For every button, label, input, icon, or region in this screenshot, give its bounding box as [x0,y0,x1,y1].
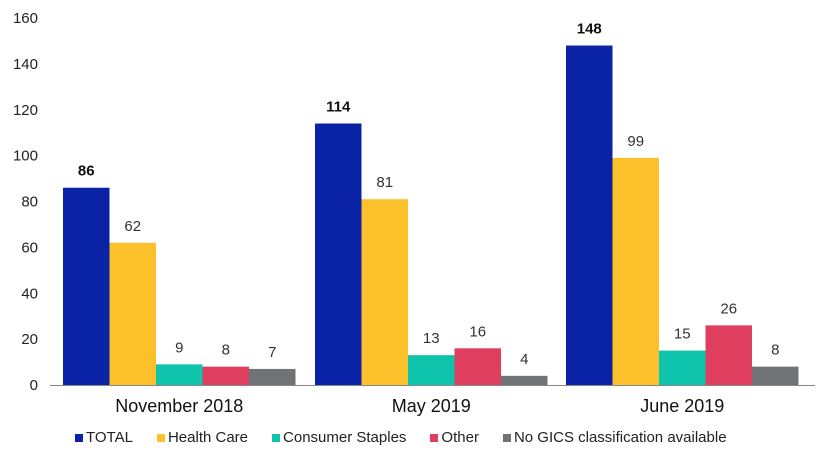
data-label: 16 [469,323,486,340]
data-label: 26 [720,300,737,317]
y-tick-label: 160 [13,10,38,27]
y-tick-label: 120 [13,102,38,119]
legend-swatch-icon [272,433,281,442]
legend-label: No GICS classification available [513,429,727,446]
y-tick-label: 20 [21,331,38,348]
data-label: 8 [771,342,779,359]
legend: TOTAL Health Care Consumer Staples Other No … [75,429,751,446]
bar [752,366,799,385]
data-label: 13 [423,330,440,347]
data-label: 15 [674,326,691,343]
legend-label: Other [441,429,479,446]
bars [63,45,799,386]
bar-chart: 0 20 40 60 80 100 120 140 160 86 62 9 8 7 114 81 13 16 4 1… [13,10,815,416]
data-label: 86 [78,163,95,180]
y-axis-ticks: 0 20 40 60 80 100 120 140 160 [13,10,38,394]
y-tick-label: 40 [21,285,38,302]
legend-label: Consumer Staples [283,429,407,446]
legend-item: Health Care [156,429,249,446]
data-label: 114 [326,99,351,116]
legend-swatch-icon [75,433,83,442]
legend-label: TOTAL [86,429,133,446]
y-tick-label: 100 [13,148,38,165]
legend-item: Consumer Staples [272,429,406,446]
legend-label: Health Care [167,429,249,446]
bar [63,187,110,385]
data-labels: 86 62 9 8 7 114 81 13 16 4 148 99 15 26 8 [78,21,780,368]
legend-swatch-icon [430,433,439,442]
x-category-label: November 2018 [115,396,243,416]
bar [202,366,249,385]
bar [109,242,156,385]
data-label: 81 [376,174,393,191]
bar [705,325,752,385]
data-label: 7 [268,344,276,361]
legend-swatch-icon [156,433,165,442]
bar [361,199,408,385]
data-label: 148 [577,21,602,38]
y-tick-label: 60 [21,239,38,256]
legend-item: Other [430,429,479,446]
bar [566,45,613,386]
bar [454,348,501,385]
data-label: 9 [175,339,183,356]
legend-item: TOTAL [75,429,133,446]
legend-swatch-icon [502,433,511,442]
data-label: 8 [222,342,230,359]
x-axis-categories: November 2018 May 2019 June 2019 [115,396,724,416]
x-category-label: June 2019 [640,396,724,416]
data-label: 99 [627,133,644,150]
data-label: 62 [124,218,141,235]
x-category-label: May 2019 [392,396,471,416]
y-tick-label: 0 [30,377,38,394]
bar [249,368,296,385]
bar [315,123,362,385]
data-label: 4 [520,351,528,368]
y-tick-label: 140 [13,56,38,73]
bar [659,350,706,385]
bar [612,157,659,385]
bar [501,375,548,385]
y-tick-label: 80 [21,194,38,211]
bar [408,355,455,385]
bar [156,364,203,385]
legend-item: No GICS classification available [502,429,727,446]
